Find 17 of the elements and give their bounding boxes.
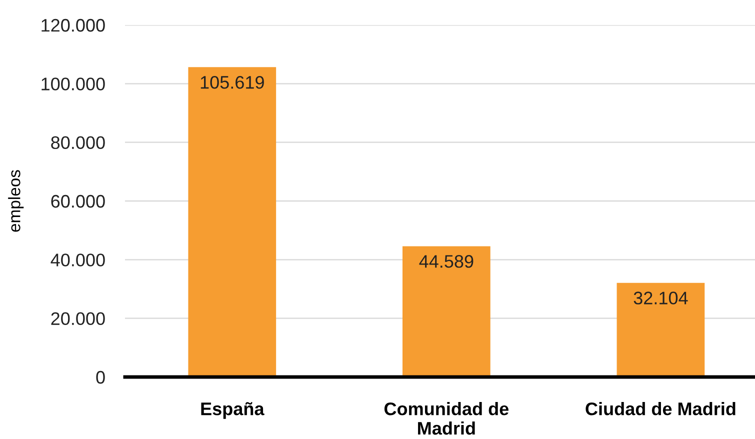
data-label: 32.104 — [634, 292, 688, 304]
y-axis-title: empleos — [8, 170, 24, 232]
x-tick-label: Ciudad de Madrid — [586, 402, 736, 416]
y-tick-label: 60.000 — [51, 194, 105, 208]
x-tick-label: Comunidad de Madrid — [384, 402, 509, 435]
y-tick-label: 20.000 — [51, 312, 105, 326]
data-label: 44.589 — [419, 255, 474, 268]
y-tick-label: 0 — [96, 370, 105, 384]
bar — [188, 67, 276, 377]
bar — [402, 246, 490, 377]
y-tick-label: 120.000 — [42, 18, 105, 32]
y-tick-label: 100.000 — [42, 78, 105, 90]
y-tick-label: 40.000 — [50, 254, 105, 266]
x-tick-label: España — [201, 402, 264, 419]
y-tick-label: 80.000 — [51, 136, 105, 150]
bar — [616, 282, 705, 377]
data-label: 105.619 — [200, 76, 264, 89]
